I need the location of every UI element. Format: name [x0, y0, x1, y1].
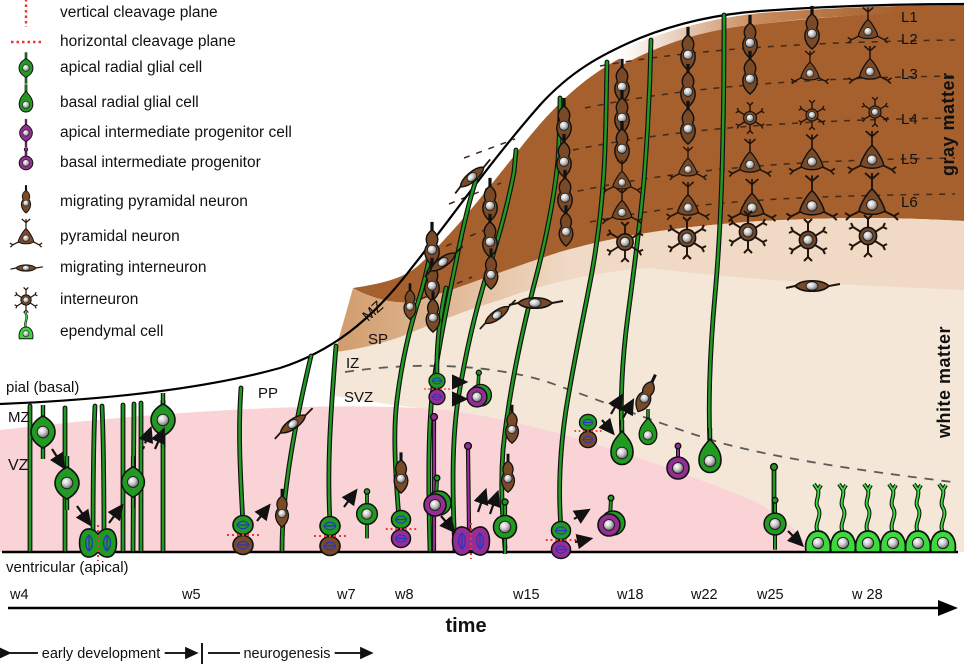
legend-item-aRG: apical radial glial cell — [6, 48, 202, 88]
migration-arrow — [619, 398, 635, 419]
legend: vertical cleavage plane horizontal cleava… — [6, 0, 426, 360]
legend-item-label: apical intermediate progenitor cell — [60, 124, 292, 141]
timeline-ticks: w4 w5 w7 w8 w15 w18 w22 w25 w 28 — [9, 587, 883, 603]
legend-item-label: ependymal cell — [60, 323, 164, 340]
timeline-tick-w7: w7 — [336, 587, 356, 603]
label-layer-5: L5 — [901, 151, 918, 168]
label-layer-1: L1 — [901, 9, 918, 26]
legend-item-label: migrating interneuron — [60, 259, 207, 276]
legend-item-label: apical radial glial cell — [60, 59, 203, 76]
legend-item-pyr: pyramidal neuron — [6, 217, 180, 257]
timeline-tick-w25: w25 — [756, 587, 784, 603]
label-white-matter: white matter — [934, 326, 954, 439]
label-iz: IZ — [346, 355, 359, 372]
label-vz: VZ — [8, 457, 29, 474]
knobG-cell — [769, 462, 779, 472]
aRG-icon — [17, 51, 35, 85]
legend-item-migI: migrating interneuron — [6, 248, 206, 288]
boundary-dash — [564, 157, 956, 195]
timeline-tick-w8: w8 — [394, 587, 414, 603]
divVG-cell — [78, 524, 118, 562]
legend-item-migP: migrating pyramidal neuron — [6, 182, 248, 222]
migration-arrow — [341, 488, 358, 508]
timeline-tick-w18: w18 — [616, 587, 644, 603]
bIP-icon — [17, 146, 35, 172]
legend-item-bRG: basal radial glial cell — [6, 83, 199, 123]
legend-item-aIP: apical intermediate progenitor cell — [6, 113, 292, 153]
migration-arrow — [574, 534, 594, 550]
legend-item-intN: interneuron — [6, 280, 138, 320]
migration-arrow — [608, 393, 624, 415]
legend-item-label: vertical cleavage plane — [60, 4, 218, 21]
label-layer-2: L2 — [901, 31, 918, 48]
migP-icon — [20, 184, 32, 215]
legend-item-label: migrating pyramidal neuron — [60, 193, 248, 210]
legend-item-label: interneuron — [60, 291, 139, 308]
boundary-dash — [448, 182, 502, 205]
label-time: time — [445, 615, 486, 637]
label-layer-4: L4 — [901, 111, 918, 128]
label-sp: SP — [368, 331, 388, 348]
legend-item-label: pyramidal neuron — [60, 228, 180, 245]
label-svz: SVZ — [344, 389, 373, 406]
legend-item-label: horizontal cleavage plane — [60, 33, 236, 50]
radial-fibers — [27, 12, 777, 553]
divVP-cell — [451, 522, 491, 560]
legend-item-label: basal radial glial cell — [60, 94, 199, 111]
migration-arrow — [151, 426, 166, 450]
gray-matter-region — [353, 11, 964, 303]
migration-arrow — [786, 529, 805, 548]
pial-surface-curve — [0, 2, 964, 406]
migration-arrow — [485, 489, 501, 515]
label-gray-matter: gray matter — [938, 72, 958, 176]
boundary-dash — [589, 193, 956, 223]
migration-arrow — [473, 487, 489, 513]
legend-item-bIP: basal intermediate progenitor — [6, 143, 261, 183]
boundary-dash — [599, 39, 956, 67]
migration-arrows — [49, 374, 805, 550]
timeline-tick-w15: w15 — [512, 587, 540, 603]
boundary-dash — [463, 138, 516, 159]
knobP-cell — [463, 441, 473, 451]
legend-item-label: basal intermediate progenitor — [60, 154, 261, 171]
migration-arrow — [439, 515, 456, 534]
boundary-dash — [344, 364, 953, 483]
label-pial-basal: pial (basal) — [6, 379, 79, 396]
timeline-tick-w22: w22 — [690, 587, 718, 603]
legend-item-vc: vertical cleavage plane — [6, 0, 218, 33]
knobP-cell — [429, 412, 439, 422]
label-layer-6: L6 — [901, 194, 918, 211]
timeline-tick-w4: w4 — [9, 587, 29, 603]
timeline-tick-w28: w 28 — [851, 587, 883, 603]
legend-item-hc: horizontal cleavage plane — [6, 22, 236, 62]
timeline-tick-w5: w5 — [181, 587, 201, 603]
timeline-arrowhead — [938, 600, 958, 616]
migration-arrow — [254, 503, 271, 522]
subplate-band — [335, 217, 964, 352]
label-early-development: early development — [42, 646, 161, 662]
white-matter-region — [335, 264, 964, 552]
migration-arrow — [75, 505, 92, 527]
migration-arrow — [49, 448, 66, 470]
label-neurogenesis: neurogenesis — [243, 646, 330, 662]
migration-arrow — [572, 508, 591, 524]
migration-arrow — [598, 417, 615, 436]
label-mz-left: MZ — [8, 409, 30, 426]
legend-item-epen: ependymal cell — [6, 312, 163, 352]
label-layer-3: L3 — [901, 66, 918, 83]
epen-icon — [17, 312, 35, 340]
label-pp: PP — [258, 385, 278, 402]
label-ventricular-apical: ventricular (apical) — [6, 559, 129, 576]
migration-arrow — [107, 503, 124, 524]
